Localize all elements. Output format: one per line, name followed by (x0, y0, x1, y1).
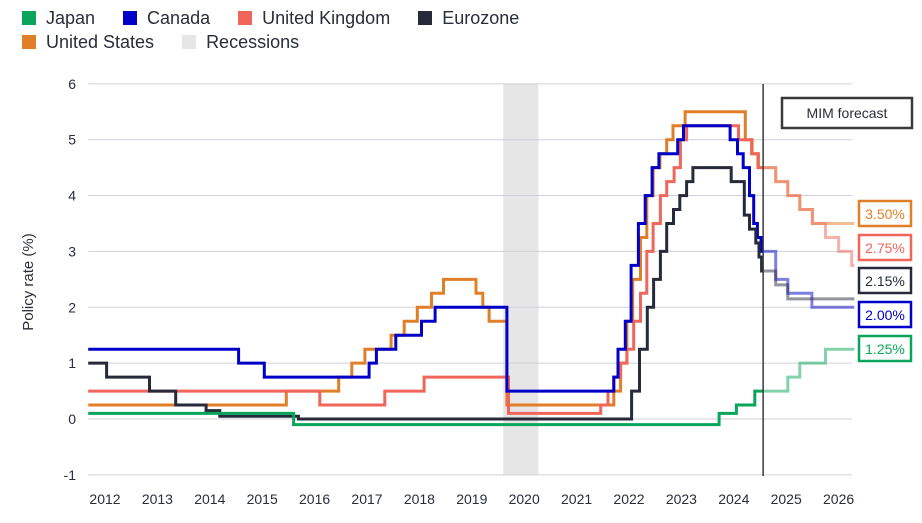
x-tick-label: 2018 (404, 491, 435, 507)
y-tick-label: 3 (68, 243, 76, 259)
y-tick-label: 5 (68, 132, 76, 148)
x-tick-label: 2021 (561, 491, 592, 507)
legend-label: United Kingdom (262, 7, 391, 28)
x-tick-label: 2024 (718, 491, 749, 507)
forecast-line-united-kingdom (763, 166, 855, 267)
x-tick-label: 2026 (823, 491, 854, 507)
y-tick-label: 4 (68, 188, 76, 204)
x-tick-label: 2012 (89, 491, 120, 507)
end-label-box (857, 233, 913, 262)
end-label-united-states: 3.50% (857, 199, 913, 228)
forecast-line-eurozone (763, 269, 855, 301)
legend-swatch (22, 11, 36, 25)
legend-swatch (238, 11, 253, 25)
end-label-text: 3.50% (865, 206, 905, 222)
end-label-text: 1.25% (865, 341, 905, 357)
end-label-text: 2.00% (865, 307, 905, 323)
legend-item-canada: Canada (123, 6, 210, 30)
end-label-box (857, 300, 913, 329)
series-line-united-kingdom (88, 124, 764, 415)
legend-label: United States (46, 31, 155, 52)
end-label-united-kingdom: 2.75% (857, 233, 913, 262)
end-label-box (857, 266, 913, 295)
series-line-japan (88, 389, 764, 427)
legend-label: Eurozone (442, 7, 520, 28)
legend-item-united-kingdom: United Kingdom (238, 6, 390, 30)
x-tick-label: 2025 (771, 491, 802, 507)
end-label-japan: 1.25% (857, 334, 913, 363)
forecast-label: MIM forecast (807, 105, 888, 121)
y-tick-label: -1 (64, 467, 77, 483)
legend-swatch (182, 35, 197, 49)
y-tick-label: 1 (68, 355, 76, 371)
legend-item-united-states: United States (22, 30, 154, 54)
x-tick-label: 2023 (666, 491, 697, 507)
x-tick-label: 2020 (509, 491, 540, 507)
legend-item-recessions: Recessions (182, 30, 299, 54)
x-tick-label: 2017 (351, 491, 382, 507)
forecast-box (780, 96, 914, 130)
x-tick-label: 2016 (299, 491, 330, 507)
x-tick-label: 2015 (247, 491, 278, 507)
end-label-canada: 2.00% (857, 300, 913, 329)
legend-item-japan: Japan (22, 6, 95, 30)
series-line-eurozone (88, 166, 764, 421)
x-tick-label: 2013 (142, 491, 173, 507)
end-label-text: 2.75% (865, 240, 905, 256)
y-tick-label: 0 (68, 411, 76, 427)
legend-label: Canada (147, 7, 211, 28)
legend-swatch (22, 35, 36, 49)
series-line-canada (88, 124, 764, 393)
legend: Japan Canada United Kingdom Eurozone United … (22, 6, 582, 54)
legend-item-eurozone: Eurozone (418, 6, 519, 30)
x-tick-label: 2022 (613, 491, 644, 507)
y-axis-label: Policy rate (%) (20, 233, 37, 331)
end-label-box (857, 199, 913, 228)
legend-swatch (418, 11, 433, 25)
y-tick-label: 2 (68, 299, 76, 315)
end-label-eurozone: 2.15% (857, 266, 913, 295)
x-tick-label: 2019 (456, 491, 487, 507)
end-label-text: 2.15% (865, 273, 905, 289)
y-tick-label: 6 (68, 76, 76, 92)
recession-band (503, 83, 539, 475)
series-line-united-states (88, 110, 764, 407)
legend-label: Japan (46, 7, 96, 28)
forecast-line-japan (763, 347, 855, 393)
end-label-box (857, 334, 913, 363)
legend-label: Recessions (206, 31, 300, 52)
legend-swatch (123, 11, 138, 25)
x-tick-label: 2014 (194, 491, 225, 507)
